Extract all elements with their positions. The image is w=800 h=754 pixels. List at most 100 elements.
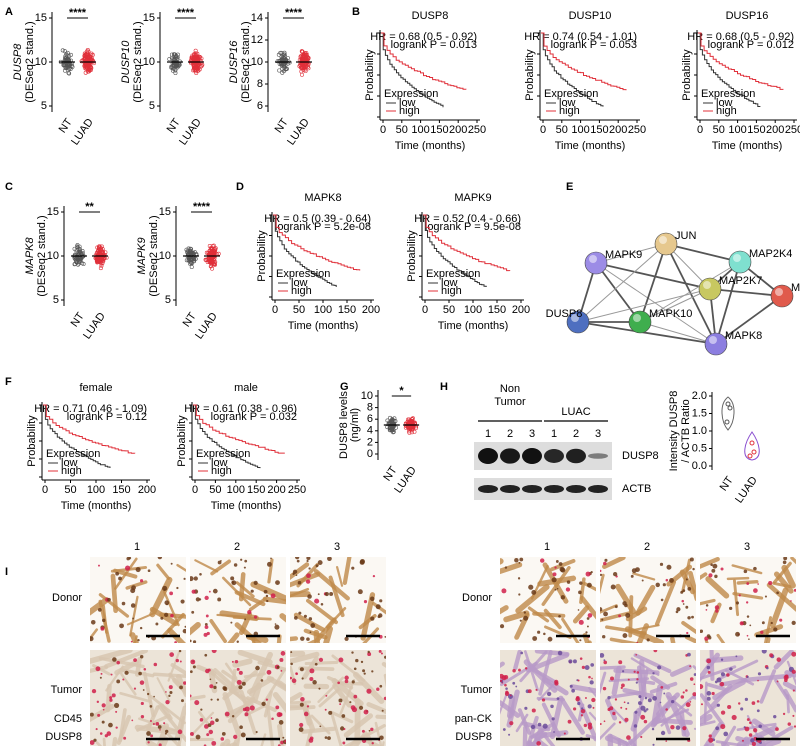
cell (190, 670, 193, 674)
x-axis-label: Time (months) (395, 140, 466, 152)
tissue-strand (302, 703, 316, 732)
cell (198, 598, 202, 601)
cell (735, 601, 740, 605)
network-edge (639, 261, 741, 323)
legend-label: high (61, 465, 82, 477)
dot (100, 261, 105, 266)
dot (749, 440, 755, 446)
lane-label: 2 (573, 428, 579, 440)
cell (204, 622, 208, 626)
cell (560, 567, 566, 573)
dot (199, 63, 204, 68)
cell (634, 710, 638, 714)
x-tick-label: 150 (338, 304, 356, 316)
cell (687, 652, 691, 657)
histology-image (90, 557, 186, 643)
y-tick-label: 2 (367, 436, 373, 448)
cell (241, 681, 246, 686)
cell (211, 740, 217, 746)
legend-label: low (441, 277, 458, 289)
dot (207, 244, 212, 249)
dot (188, 261, 193, 266)
cell (657, 665, 662, 670)
cell (541, 698, 546, 702)
survival-curve (541, 32, 627, 91)
x-tick-label: 200 (512, 304, 530, 316)
cell (153, 695, 155, 698)
cell (675, 725, 681, 730)
tissue-strand (743, 736, 750, 746)
cell (250, 589, 254, 593)
cell (158, 743, 162, 746)
dot (72, 246, 77, 251)
cell (184, 625, 186, 628)
cell (571, 688, 575, 693)
cell (320, 602, 324, 606)
dot (392, 416, 397, 421)
stain-label: pan-CK (455, 713, 493, 725)
cell (775, 727, 779, 731)
column-label: 1 (544, 541, 550, 553)
cell (665, 740, 668, 742)
cell (199, 572, 202, 576)
cell (351, 680, 355, 684)
cell (557, 650, 563, 656)
tissue-strand (743, 673, 793, 683)
tissue-strand (732, 592, 764, 600)
cell (766, 666, 769, 670)
y-tick-label: 10 (361, 390, 373, 402)
tissue-strand (222, 669, 258, 701)
cell (563, 732, 566, 735)
dot (199, 56, 204, 61)
cell (757, 583, 759, 585)
tissue-strand (715, 740, 747, 746)
cell (791, 651, 796, 657)
cell (758, 724, 762, 728)
cell (295, 574, 298, 577)
cell (90, 712, 94, 717)
cell (276, 711, 282, 718)
significance: * (399, 385, 404, 397)
cell (106, 731, 112, 736)
cell (716, 677, 722, 683)
cell (240, 732, 246, 738)
plot-title: DUSP10 (569, 10, 612, 22)
cell (746, 718, 750, 721)
dot (409, 417, 414, 422)
plot-title: male (234, 382, 258, 394)
cell (115, 710, 118, 713)
tissue-strand (769, 587, 789, 628)
cell (603, 611, 608, 617)
legend-label: low (399, 97, 416, 109)
dot (388, 428, 393, 433)
tissue-strand (507, 695, 516, 719)
blot-band (500, 448, 520, 464)
tissue-strand (525, 652, 570, 673)
cell (295, 557, 300, 560)
tissue-strand (194, 559, 219, 573)
x-tick-label: 200 (138, 484, 156, 496)
cell (183, 577, 186, 580)
cell (299, 667, 304, 672)
cell (528, 584, 534, 590)
dot (100, 254, 105, 259)
cell (551, 717, 555, 721)
tissue-strand (602, 557, 626, 569)
cell (587, 704, 592, 709)
dot (277, 68, 282, 73)
node-label: MAPK9 (605, 249, 642, 261)
dot (170, 65, 175, 70)
tissue-strand (354, 698, 361, 745)
cell (107, 597, 111, 602)
cell (377, 615, 381, 619)
panel-letter: C (5, 181, 13, 193)
network-edge (595, 262, 717, 345)
tissue-strand (731, 564, 763, 575)
cell (635, 653, 638, 656)
tissue-strand (522, 725, 528, 746)
blot-band (500, 485, 520, 493)
cell (279, 657, 284, 662)
significance: **** (69, 7, 87, 19)
tissue-strand (687, 570, 696, 602)
